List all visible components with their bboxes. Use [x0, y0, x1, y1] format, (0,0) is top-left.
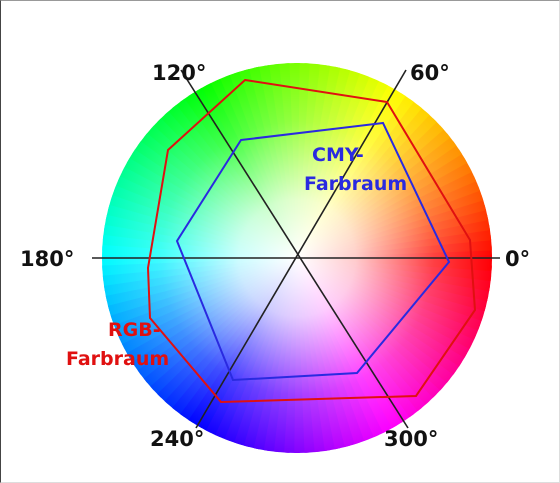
angle-label-300: 300° [384, 427, 438, 451]
cmy-space-label-line1: CMY- [312, 144, 364, 166]
angle-label-180: 180° [20, 247, 74, 271]
rgb-space-polygon [146, 78, 477, 404]
angle-label-240: 240° [150, 427, 204, 451]
cmy-space-polygon [175, 121, 451, 382]
cmy-space-label-line2: Farbraum [304, 173, 407, 195]
angle-label-0: 0° [505, 247, 530, 271]
axis-120-300 [180, 69, 409, 429]
angle-label-120: 120° [152, 61, 206, 85]
rgb-space-label-line1: RGB- [108, 319, 161, 341]
angle-axes [92, 69, 500, 429]
angle-label-60: 60° [410, 61, 450, 85]
rgb-space-label-line2: Farbraum [66, 348, 169, 370]
axis-60-240 [195, 69, 407, 429]
